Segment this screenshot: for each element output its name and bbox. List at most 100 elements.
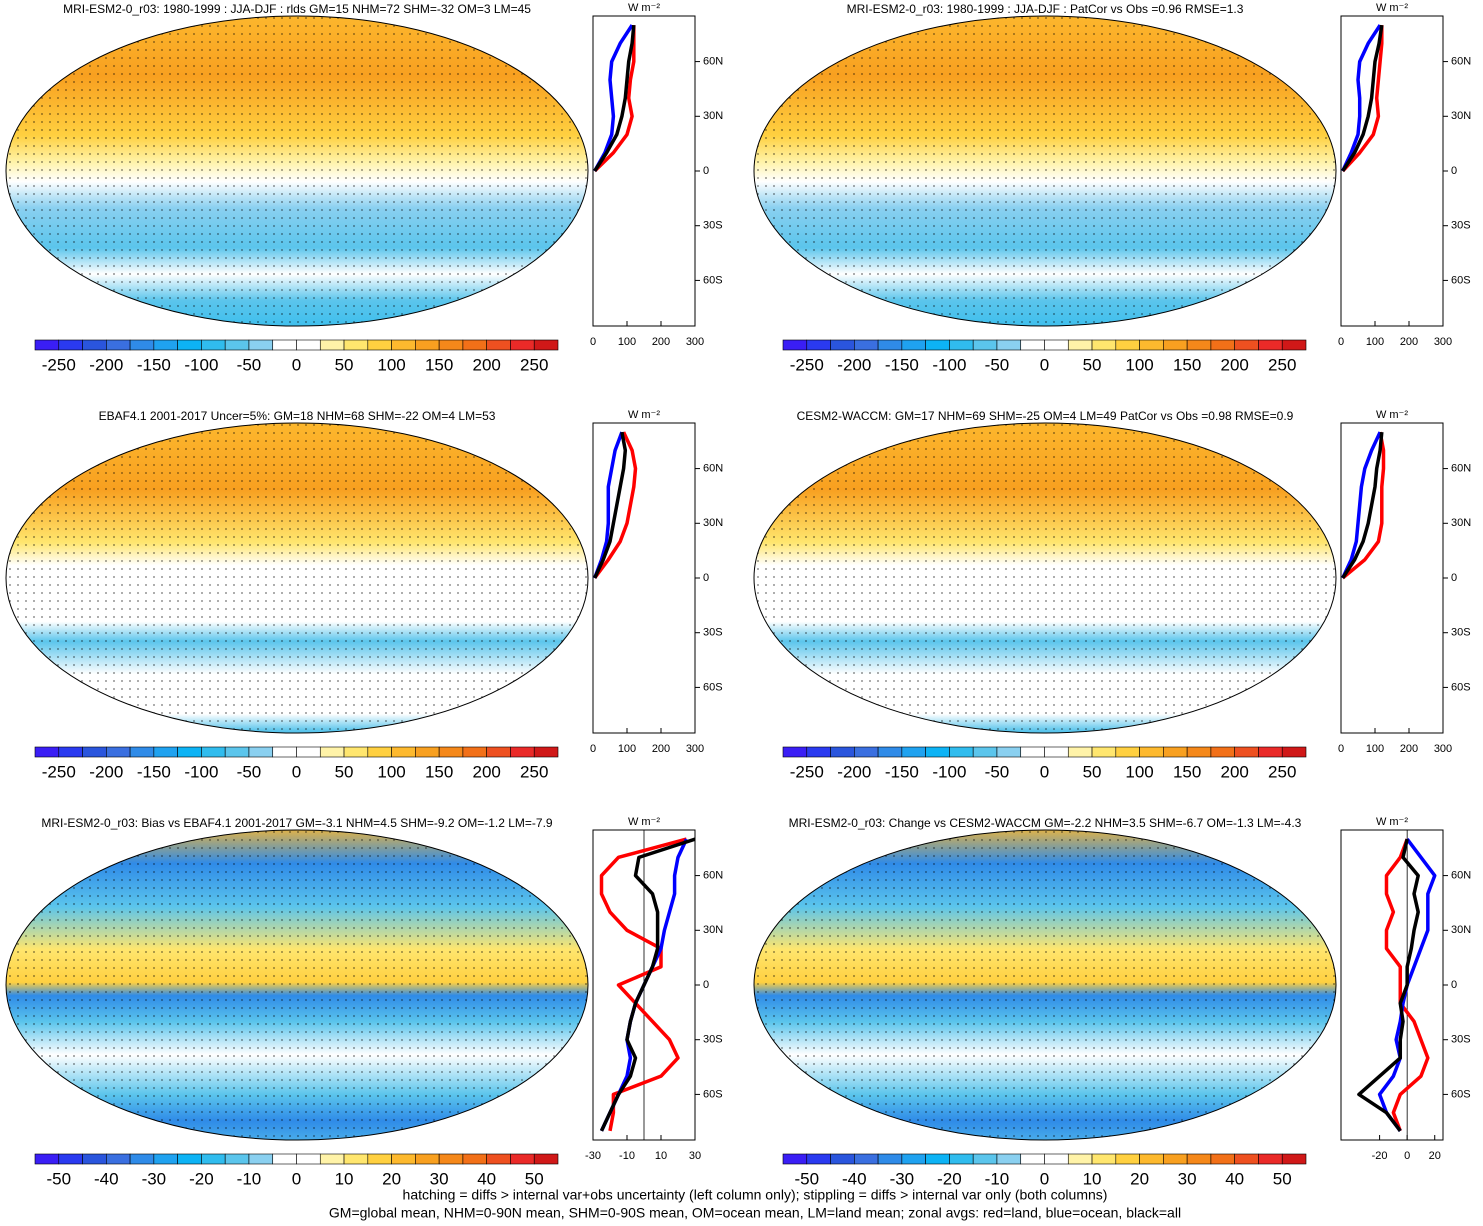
zonal-line [1357,838,1420,1132]
colorbar-box [1281,746,1307,758]
colorbar-box [462,1153,487,1165]
colorbar-box [129,339,155,351]
colorbar-box [877,746,903,758]
colorbar-box [272,746,297,758]
zonal-line [593,431,624,579]
colorbar-label: -50 [46,1169,71,1188]
colorbar-box [296,1153,321,1165]
colorbar-box [1163,1153,1188,1165]
map [754,830,1336,1140]
panel: MRI-ESM2-0_r03: Change vs CESM2-WACCM GM… [753,816,1471,1188]
x-tick-label: 20 [1429,1150,1441,1162]
colorbar-label: 0 [1040,355,1049,374]
colorbar-box [1258,746,1283,758]
colorbar-box [925,339,950,351]
colorbar-label: -20 [189,1169,214,1188]
colorbar-box [177,746,202,758]
zonal-line [593,431,628,579]
y-tick-label: 60N [703,869,723,881]
colorbar-box [1186,746,1212,758]
y-tick-label: 0 [703,165,709,177]
colorbar-label: 50 [335,355,354,374]
colorbar-box [1210,746,1235,758]
colorbar-label: -50 [794,1169,819,1188]
colorbar-box [877,339,903,351]
colorbar-box [106,746,131,758]
x-tick-label: 300 [686,336,704,348]
unit-label: W m⁻² [628,409,660,421]
colorbar-label: 40 [477,1169,496,1188]
colorbar-box [1115,1153,1140,1165]
colorbar-box [106,339,131,351]
colorbar-label: -150 [885,355,919,374]
zonal-line [599,837,695,1132]
colorbar-label: 0 [1040,1169,1049,1188]
colorbar-label: 200 [1220,762,1248,781]
stippling [6,830,588,1140]
colorbar-label: 30 [430,1169,449,1188]
map [6,423,588,733]
colorbar-box [1281,339,1307,351]
colorbar-label: -50 [237,355,262,374]
zonal-line [1341,24,1384,172]
stippling [6,16,588,326]
colorbar-box [1163,746,1188,758]
y-tick-label: 30S [703,627,723,639]
colorbar-label: 200 [472,762,500,781]
unit-label: W m⁻² [1376,2,1408,14]
colorbar-box [782,746,808,758]
stippling [754,16,1336,326]
colorbar-box [830,339,855,351]
colorbar-box [1234,1153,1259,1165]
colorbar-box [1258,1153,1283,1165]
colorbar-box [224,1153,250,1165]
colorbar-box [438,339,464,351]
x-tick-label: 200 [1400,743,1418,755]
map [6,830,588,1140]
colorbar-box [343,1153,369,1165]
colorbar-box [1210,339,1235,351]
zonal-line [593,24,636,172]
y-tick-label: 0 [703,572,709,584]
colorbar-box [153,339,178,351]
colorbar-label: -20 [937,1169,962,1188]
x-tick-label: 300 [1434,336,1452,348]
y-tick-label: 60N [1451,462,1471,474]
colorbar-label: 20 [1130,1169,1149,1188]
colorbar-label: -150 [137,355,171,374]
x-tick-label: 100 [1366,336,1384,348]
colorbar-box [248,746,274,758]
colorbar-label: 150 [425,762,453,781]
colorbar-box [319,1153,345,1165]
colorbar-box [1186,339,1212,351]
y-tick-label: 30N [703,517,723,529]
x-tick-label: 10 [655,1150,667,1162]
colorbar-box [1234,339,1259,351]
footer-line: hatching = diffs > internal var+obs unce… [403,1187,1108,1203]
colorbar-box [129,746,155,758]
y-tick-label: 0 [1451,572,1457,584]
x-tick-label: 0 [590,743,596,755]
colorbar-box [854,746,879,758]
map-outline [753,829,1337,1141]
colorbar-label: 50 [1083,762,1102,781]
colorbar-box [996,1153,1022,1165]
colorbar-box [343,746,369,758]
y-tick-label: 30N [1451,924,1471,936]
profile-frame [1340,829,1444,1141]
profile-frame [1340,15,1444,327]
colorbar-box [949,1153,974,1165]
colorbar-box [319,746,345,758]
panel-title: CESM2-WACCM: GM=17 NHM=69 SHM=-25 OM=4 L… [797,409,1294,423]
y-tick-label: 60S [1451,1088,1471,1100]
colorbar-box [367,339,392,351]
x-tick-label: 0 [1338,743,1344,755]
colorbar-box [367,1153,392,1165]
y-tick-label: 60S [703,1088,723,1100]
y-tick-label: 60S [1451,274,1471,286]
colorbar-box [1067,1153,1093,1165]
colorbar-label: 250 [1268,355,1296,374]
zonal-line [1341,431,1384,579]
colorbar-label: -40 [94,1169,119,1188]
colorbar-label: 150 [425,355,453,374]
